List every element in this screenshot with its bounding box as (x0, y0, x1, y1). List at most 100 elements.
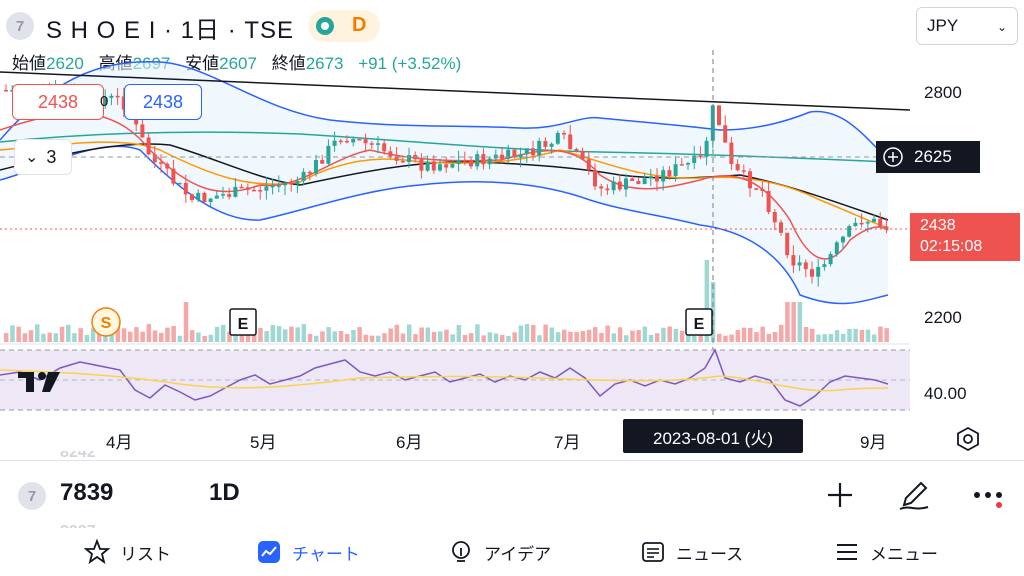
x-axis-label-jun: 6月 (396, 433, 423, 452)
volume-bar (599, 332, 604, 342)
chevron-down-icon: ⌄ (25, 149, 39, 166)
candle-body (803, 262, 808, 270)
currency-select[interactable]: JPY ⌄ (916, 7, 1018, 45)
candle-body (190, 194, 194, 200)
candle-body (748, 171, 752, 189)
volume-bar (555, 332, 561, 342)
tab-ideas[interactable]: アイデア (448, 536, 551, 568)
volume-bar (630, 330, 635, 342)
volume-bar (859, 329, 865, 342)
candle-body (543, 140, 548, 147)
legend-price-blue[interactable]: 2438 (124, 84, 202, 120)
symbol-code[interactable]: 7839 (60, 479, 114, 506)
volume-bar (611, 333, 617, 342)
earnings-event-marker-1 (229, 308, 257, 336)
volume-bar (605, 325, 610, 342)
volume-bar (66, 324, 71, 342)
tab-menu-label: メニュー (870, 544, 938, 564)
volume-bar (531, 325, 536, 342)
lightbulb-icon (452, 541, 470, 562)
candle-body (772, 211, 777, 223)
volume-bar (22, 333, 28, 342)
volume-bar (748, 328, 753, 342)
volume-bar (382, 333, 387, 342)
candle-body (400, 160, 405, 163)
volume-bar (283, 329, 288, 342)
change-value: +91 (+3.52%) (358, 54, 462, 73)
candle-body (289, 182, 294, 185)
earnings-event-marker-2 (685, 308, 713, 336)
candle-body (859, 222, 864, 225)
volume-bar (841, 333, 846, 342)
volume-bar (221, 324, 226, 342)
tab-watchlist-label: リスト (120, 544, 171, 564)
legend-price-blue-value: 2438 (142, 91, 184, 112)
volume-bar (562, 329, 567, 342)
volume-bar (407, 324, 412, 342)
volume-bar (524, 324, 530, 342)
candle-body (580, 150, 585, 160)
candle-body (103, 97, 108, 105)
volume-bar (425, 327, 431, 342)
candle-body (611, 181, 616, 191)
candle-body (512, 149, 517, 158)
candle-body (642, 178, 647, 185)
last-price-tag: 2438 02:15:08 (910, 213, 1020, 261)
volume-bar (481, 335, 486, 342)
volume-bar (847, 328, 852, 342)
interval-button[interactable]: 1D (209, 479, 240, 506)
candle-body (816, 266, 821, 277)
candle-body (884, 226, 889, 230)
tab-menu[interactable]: メニュー (834, 536, 938, 568)
candle-body (624, 178, 628, 190)
volume-bar (450, 334, 455, 342)
volume-bar (655, 333, 660, 342)
x-axis-label-may: 5月 (250, 433, 277, 452)
volume-bar (865, 329, 871, 342)
candle-body (469, 160, 473, 167)
volume-bar (816, 334, 821, 342)
candle-body (227, 194, 232, 197)
volume-bar (760, 326, 765, 342)
chevron-down-icon: ⌄ (996, 20, 1007, 34)
candle-body (518, 154, 523, 158)
volume-bar (543, 324, 548, 342)
price-axis-label-2800: 2800 (924, 83, 962, 102)
volume-bar (214, 326, 220, 342)
more-options-icon[interactable] (968, 475, 1008, 515)
candle-body (177, 182, 182, 185)
price-chart[interactable]: S E E (0, 50, 910, 425)
tab-chart[interactable]: チャート (256, 536, 360, 568)
symbol-logo-badge[interactable]: 7 (6, 12, 34, 40)
candle-body (475, 154, 480, 167)
candle-body (462, 160, 467, 162)
chart-settings-icon[interactable] (954, 425, 982, 453)
crosshair-plus-icon[interactable] (820, 475, 860, 515)
market-status-pill[interactable]: D (308, 10, 380, 42)
price-axis[interactable]: 2800 2200 40.00 2625 2438 02:15:08 (876, 50, 1024, 425)
volume-bar (84, 334, 90, 342)
candle-body (425, 161, 430, 171)
drawing-pen-icon[interactable] (894, 475, 934, 515)
symbol-logo-badge[interactable]: 7 (18, 482, 46, 510)
volume-bar (270, 325, 276, 342)
volume-bar (686, 333, 691, 342)
volume-bar (326, 327, 331, 342)
tab-watchlist[interactable]: リスト (84, 536, 171, 568)
volume-bar (320, 331, 325, 342)
volume-bar (717, 333, 722, 342)
candle-body (741, 170, 746, 172)
candle-body (704, 140, 709, 157)
legend-price-red[interactable]: 2438 (12, 84, 104, 120)
candle-body (797, 262, 802, 266)
tab-news-label: ニュース (676, 544, 744, 564)
symbol-title[interactable]: S H O E I · 1日 · TSE (46, 17, 295, 44)
candle-body (109, 95, 114, 98)
legend-collapse-button[interactable]: ⌄ 3 (14, 139, 72, 175)
rsi-ma-line (0, 369, 889, 392)
volume-bar (376, 335, 381, 342)
candle-body (363, 139, 368, 144)
volume-bar (152, 330, 158, 342)
tab-news[interactable]: ニュース (640, 536, 743, 568)
menu-icon (837, 544, 857, 560)
